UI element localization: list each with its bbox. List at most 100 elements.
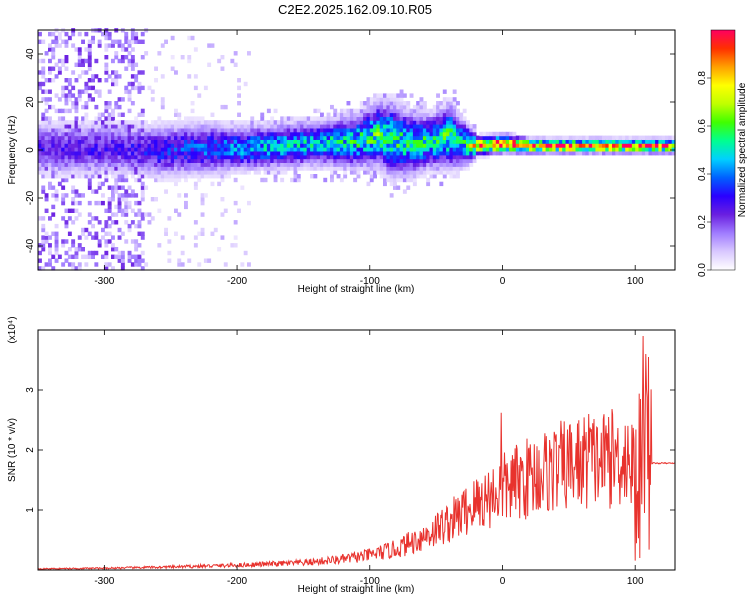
heatmap-cell [363,131,367,137]
heatmap-cell [316,120,321,125]
heatmap-cell [558,139,563,144]
heatmap-cell [578,143,583,148]
heatmap-cell [187,131,192,137]
heatmap-cell [157,116,162,121]
heatmap-cell [349,158,354,163]
heatmap-cell [174,70,178,75]
heatmap-cell [270,139,275,144]
heatmap-cell [160,131,165,137]
heatmap-cell [111,58,115,64]
heatmap-cell [466,158,470,163]
heatmap-cell [193,174,198,179]
heatmap-cell [336,143,341,148]
heatmap-cell [316,131,321,137]
heatmap-cell [213,174,218,179]
heatmap-cell [41,147,46,152]
snr-y-ticks: 123 [25,387,675,513]
heatmap-cell [41,39,46,44]
heatmap-cell [293,151,298,156]
heatmap-cell [439,104,444,110]
heatmap-cell [605,135,610,140]
heatmap-cell [210,43,215,48]
heatmap-cell [253,170,258,175]
heatmap-cell [310,116,314,121]
heatmap-cell [436,108,440,114]
heatmap-cell [104,174,109,179]
heatmap-cell [578,135,583,140]
heatmap-cell [134,258,139,263]
heatmap-cell [74,174,79,179]
heatmap-cell [117,200,122,206]
heatmap-cell [87,170,92,175]
heatmap-cell [140,250,145,256]
heatmap-cell [111,166,115,171]
heatmap-cell [326,116,331,121]
heatmap-cell [71,93,76,98]
heatmap-cell [97,124,102,129]
heatmap-cell [124,239,129,244]
heatmap-cell [130,220,135,225]
heatmap-cell [197,177,202,183]
heatmap-cell [655,139,659,144]
heatmap-cell [210,112,215,117]
heatmap-cell [270,131,275,137]
heatmap-cell [54,154,59,160]
heatmap-cell [107,208,112,213]
heatmap-cell [111,81,115,87]
heatmap-cell [140,158,145,163]
heatmap-cell [184,177,188,183]
heatmap-cell [107,197,112,202]
heatmap-cell [91,158,95,163]
heatmap-cell [67,154,72,160]
heatmap-cell [359,158,364,163]
heatmap-cell [505,139,510,144]
heatmap-cell [41,58,46,64]
heatmap-cell [127,154,132,160]
heatmap-cell [64,135,69,140]
heatmap-cell [651,151,656,156]
heatmap-cell [432,151,437,156]
heatmap-cell [220,170,225,175]
heatmap-cell [409,162,414,167]
heatmap-cell [74,135,79,140]
heatmap-cell [456,158,460,163]
heatmap-cell [349,112,354,117]
heatmap-cell [645,135,649,140]
heatmap-cell [187,170,192,175]
heatmap-cell [107,200,112,206]
heatmap-cell [366,151,371,156]
heatmap-cell [87,143,92,148]
heatmap-cell [137,70,142,75]
heatmap-cell [111,193,115,198]
heatmap-cell [535,147,540,152]
heatmap-cell [107,170,112,175]
heatmap-cell [223,135,228,140]
heatmap-cell [545,147,550,152]
heatmap-cell [197,174,202,179]
heatmap-cell [213,151,218,156]
snr-x-tick-label: -200 [227,576,247,587]
heatmap-cell [429,127,434,133]
heatmap-cell [386,143,391,148]
heatmap-cell [240,147,245,152]
heatmap-cell [127,124,132,129]
heatmap-cell [432,162,437,167]
heatmap-cell [210,162,215,167]
heatmap-cell [54,131,59,137]
heatmap-cell [343,174,348,179]
heatmap-cell [74,254,79,259]
heatmap-cell [253,120,258,125]
heatmap-cell [210,170,215,175]
heatmap-cell [144,131,149,137]
heatmap-cell [134,85,139,91]
heatmap-cell [386,131,391,137]
heatmap-cell [230,135,235,140]
heatmap-cell [124,135,129,140]
heatmap-cell [343,124,348,129]
heatmap-cell [41,89,46,94]
heatmap-cell [356,116,361,121]
heatmap-cell [154,127,158,133]
heatmap-cell [416,166,421,171]
heatmap-cell [369,151,374,156]
heatmap-cell [330,170,334,175]
